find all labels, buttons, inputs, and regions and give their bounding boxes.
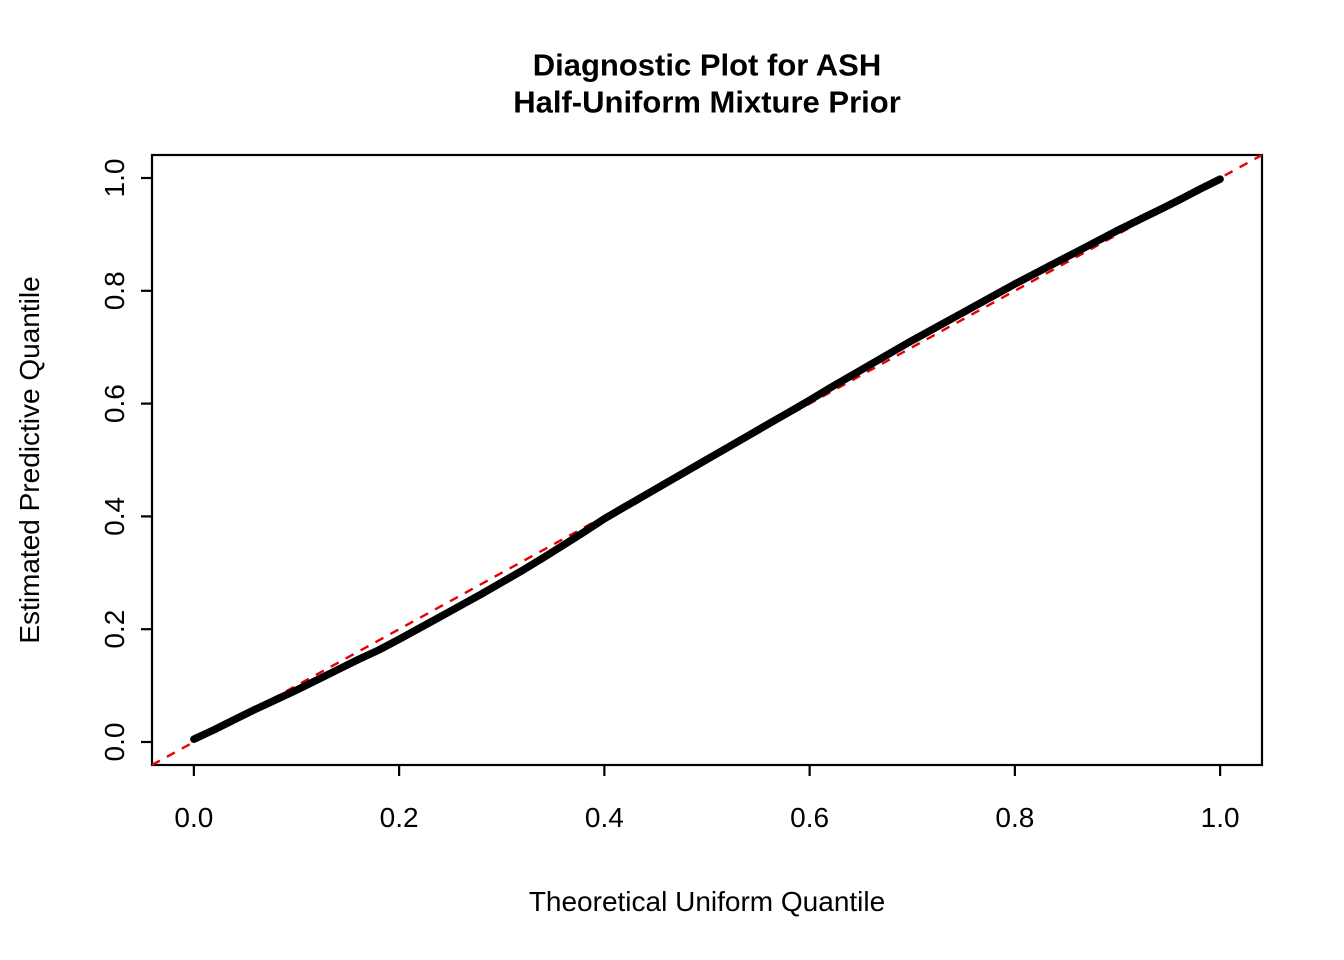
x-tick-label: 0.6	[790, 802, 829, 833]
y-tick-label: 1.0	[99, 159, 130, 198]
x-tick-label: 0.8	[995, 802, 1034, 833]
x-tick-label: 0.0	[174, 802, 213, 833]
y-tick-label: 0.4	[99, 497, 130, 536]
plot-title: Diagnostic Plot for ASH Half-Uniform Mix…	[513, 47, 901, 120]
y-axis-label: Estimated Predictive Quantile	[14, 276, 45, 644]
x-tick-label: 1.0	[1201, 802, 1240, 833]
plot-box	[150, 153, 1264, 767]
y-tick-label: 0.0	[99, 723, 130, 762]
x-axis-label: Theoretical Uniform Quantile	[528, 886, 886, 917]
x-tick-label: 0.4	[585, 802, 624, 833]
y-tick-label: 0.2	[99, 610, 130, 649]
quantile-points-curve	[190, 175, 1224, 743]
x-tick-label: 0.2	[380, 802, 419, 833]
y-tick-label: 0.6	[99, 384, 130, 423]
y-tick-label: 0.8	[99, 271, 130, 310]
plot-title-line1: Diagnostic Plot for ASH	[532, 47, 882, 83]
plot-title-line2: Half-Uniform Mixture Prior	[513, 84, 901, 119]
